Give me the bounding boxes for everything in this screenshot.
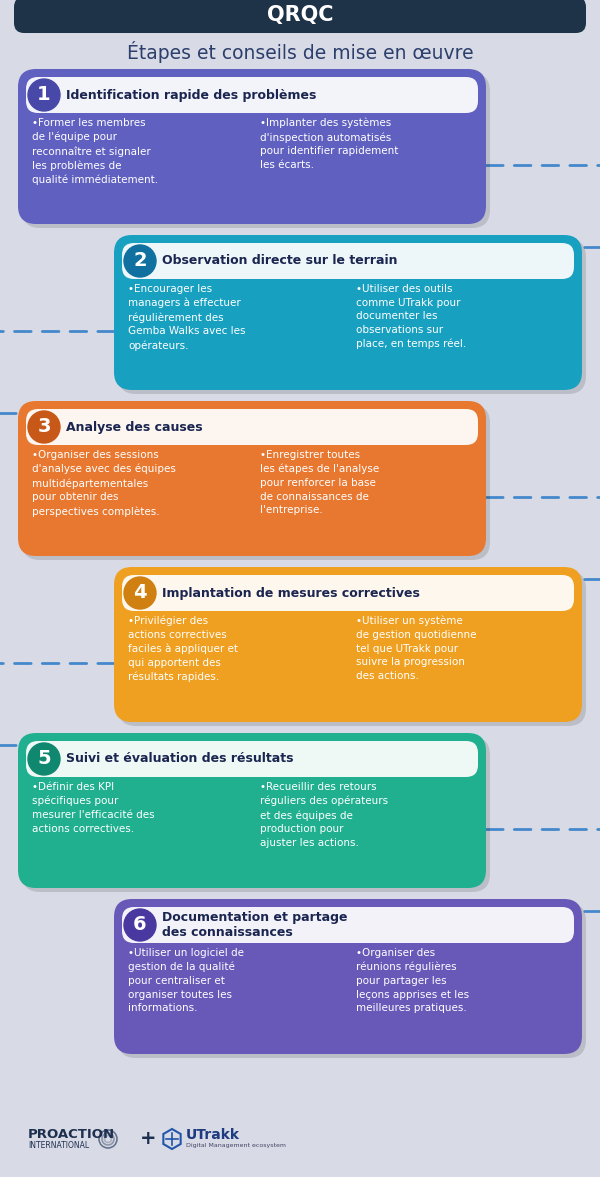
Text: Digital Management ecosystem: Digital Management ecosystem bbox=[186, 1144, 286, 1149]
Text: Documentation et partage
des connaissances: Documentation et partage des connaissanc… bbox=[162, 911, 347, 939]
Text: •Définir des KPI
spécifiques pour
mesurer l'efficacité des
actions correctives.: •Définir des KPI spécifiques pour mesure… bbox=[32, 782, 155, 833]
Circle shape bbox=[28, 743, 60, 774]
Text: 4: 4 bbox=[133, 584, 147, 603]
Text: •Organiser des
réunions régulières
pour partager les
leçons apprises et les
meil: •Organiser des réunions régulières pour … bbox=[356, 947, 469, 1013]
Text: •Recueillir des retours
réguliers des opérateurs
et des équipes de
production po: •Recueillir des retours réguliers des op… bbox=[260, 782, 388, 847]
Text: •Utiliser des outils
comme UTrakk pour
documenter les
observations sur
place, en: •Utiliser des outils comme UTrakk pour d… bbox=[356, 284, 466, 350]
FancyBboxPatch shape bbox=[26, 742, 478, 777]
Text: Étapes et conseils de mise en œuvre: Étapes et conseils de mise en œuvre bbox=[127, 41, 473, 64]
Circle shape bbox=[124, 577, 156, 609]
Circle shape bbox=[28, 79, 60, 111]
FancyBboxPatch shape bbox=[118, 903, 586, 1058]
Text: •Organiser des sessions
d'analyse avec des équipes
multidépartementales
pour obt: •Organiser des sessions d'analyse avec d… bbox=[32, 450, 176, 517]
FancyBboxPatch shape bbox=[22, 737, 490, 892]
Text: QRQC: QRQC bbox=[267, 5, 333, 25]
FancyBboxPatch shape bbox=[14, 0, 586, 33]
Text: •Privilégier des
actions correctives
faciles à appliquer et
qui apportent des
ré: •Privilégier des actions correctives fac… bbox=[128, 616, 238, 683]
Text: 1: 1 bbox=[37, 86, 51, 105]
Text: 3: 3 bbox=[37, 418, 51, 437]
FancyBboxPatch shape bbox=[18, 733, 486, 887]
FancyBboxPatch shape bbox=[114, 899, 582, 1053]
FancyBboxPatch shape bbox=[18, 401, 486, 556]
Text: Suivi et évaluation des résultats: Suivi et évaluation des résultats bbox=[66, 752, 293, 765]
Circle shape bbox=[124, 909, 156, 940]
FancyBboxPatch shape bbox=[122, 242, 574, 279]
Text: Identification rapide des problèmes: Identification rapide des problèmes bbox=[66, 88, 316, 101]
Text: •Enregistrer toutes
les étapes de l'analyse
pour renforcer la base
de connaissan: •Enregistrer toutes les étapes de l'anal… bbox=[260, 450, 379, 516]
Text: Analyse des causes: Analyse des causes bbox=[66, 420, 203, 433]
Text: •Former les membres
de l'équipe pour
reconnaître et signaler
les problèmes de
qu: •Former les membres de l'équipe pour rec… bbox=[32, 118, 158, 185]
FancyBboxPatch shape bbox=[122, 907, 574, 943]
Text: 6: 6 bbox=[133, 916, 147, 935]
FancyBboxPatch shape bbox=[114, 567, 582, 722]
FancyBboxPatch shape bbox=[22, 405, 490, 560]
FancyBboxPatch shape bbox=[122, 576, 574, 611]
Text: PROACTION: PROACTION bbox=[28, 1128, 115, 1141]
FancyBboxPatch shape bbox=[18, 69, 486, 224]
Text: INTERNATIONAL: INTERNATIONAL bbox=[28, 1142, 89, 1150]
Text: +: + bbox=[140, 1130, 156, 1149]
FancyBboxPatch shape bbox=[26, 408, 478, 445]
FancyBboxPatch shape bbox=[118, 239, 586, 394]
Circle shape bbox=[28, 411, 60, 443]
Text: •Encourager les
managers à effectuer
régulièrement des
Gemba Walks avec les
opér: •Encourager les managers à effectuer rég… bbox=[128, 284, 245, 351]
Text: •Utiliser un système
de gestion quotidienne
tel que UTrakk pour
suivre la progre: •Utiliser un système de gestion quotidie… bbox=[356, 616, 476, 681]
FancyBboxPatch shape bbox=[22, 73, 490, 228]
FancyBboxPatch shape bbox=[118, 571, 586, 726]
Text: Implantation de mesures correctives: Implantation de mesures correctives bbox=[162, 586, 420, 599]
Text: Observation directe sur le terrain: Observation directe sur le terrain bbox=[162, 254, 398, 267]
Text: UTrakk: UTrakk bbox=[186, 1128, 240, 1142]
FancyBboxPatch shape bbox=[26, 77, 478, 113]
FancyBboxPatch shape bbox=[114, 235, 582, 390]
Text: 2: 2 bbox=[133, 252, 147, 271]
Text: •Implanter des systèmes
d'inspection automatisés
pour identifier rapidement
les : •Implanter des systèmes d'inspection aut… bbox=[260, 118, 398, 169]
Circle shape bbox=[124, 245, 156, 277]
Text: 5: 5 bbox=[37, 750, 51, 769]
Text: •Utiliser un logiciel de
gestion de la qualité
pour centraliser et
organiser tou: •Utiliser un logiciel de gestion de la q… bbox=[128, 947, 244, 1013]
